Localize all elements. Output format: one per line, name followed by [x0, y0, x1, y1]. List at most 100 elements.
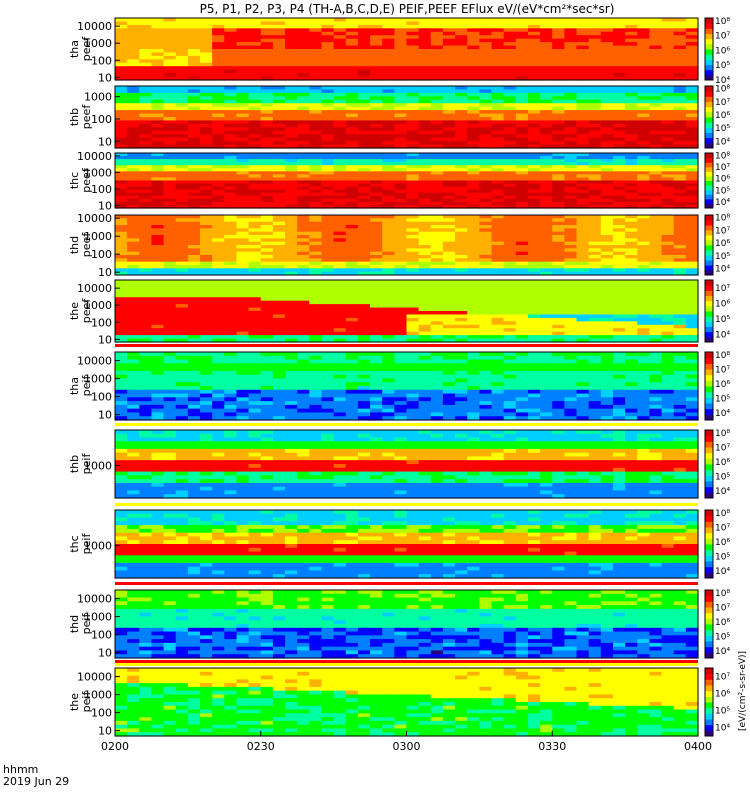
heatmap-cell — [175, 338, 189, 343]
heatmap-cell — [418, 31, 432, 36]
heatmap-cell — [200, 49, 213, 54]
heatmap-cell — [309, 192, 323, 197]
heatmap-cell — [685, 248, 699, 253]
heatmap-cell — [248, 290, 262, 295]
heatmap-cell — [345, 374, 359, 380]
heatmap-cell — [236, 404, 250, 410]
heatmap-cell — [491, 159, 505, 163]
heatmap-cell — [212, 261, 225, 266]
heatmap-cell — [527, 265, 541, 269]
heatmap-cell — [455, 49, 468, 54]
heatmap-cell — [115, 73, 128, 78]
heatmap-cell — [430, 324, 444, 329]
heatmap-cell — [248, 404, 262, 410]
heatmap-cell — [321, 21, 335, 26]
colorbar-swatch — [705, 282, 713, 286]
heatmap-cell — [236, 271, 250, 276]
heatmap-cell — [552, 314, 565, 319]
heatmap-cell — [115, 412, 128, 417]
heatmap-cell — [297, 92, 310, 97]
heatmap-cell — [187, 397, 201, 402]
heatmap-cell — [515, 156, 529, 160]
heatmap-cell — [455, 45, 468, 50]
heatmap-cell — [163, 311, 177, 316]
heatmap-cell — [236, 156, 250, 160]
heatmap-cell — [175, 215, 189, 219]
heatmap-cell — [673, 328, 687, 333]
heatmap-cell — [163, 117, 177, 122]
heatmap-cell — [333, 363, 347, 368]
heatmap-cell — [260, 271, 274, 276]
heatmap-cell — [503, 130, 517, 135]
heatmap-cell — [503, 189, 517, 194]
heatmap-cell — [661, 113, 675, 118]
heatmap-cell — [382, 127, 395, 132]
heatmap-cell — [673, 192, 687, 197]
heatmap-cell — [212, 120, 225, 125]
heatmap-cell — [442, 96, 456, 101]
heatmap-cell — [600, 99, 614, 104]
heatmap-cell — [139, 338, 153, 343]
heatmap-cell — [515, 21, 529, 26]
heatmap-cell — [175, 92, 189, 97]
heatmap-cell — [418, 355, 432, 361]
heatmap-cell — [285, 304, 298, 309]
heatmap-cell — [127, 49, 140, 54]
heatmap-cell — [491, 225, 505, 229]
heatmap-cell — [175, 134, 189, 139]
heatmap-cell — [552, 106, 565, 111]
colorbar-swatch — [705, 106, 713, 110]
heatmap-cell — [503, 251, 517, 256]
heatmap-cell — [394, 265, 408, 269]
heatmap-cell — [527, 198, 541, 203]
heatmap-cell — [661, 59, 675, 64]
heatmap-cell — [430, 180, 444, 185]
heatmap-cell — [600, 113, 614, 118]
heatmap-cell — [455, 180, 468, 185]
heatmap-cell — [394, 198, 408, 203]
heatmap-cell — [625, 297, 638, 302]
heatmap-cell — [151, 265, 165, 269]
heatmap-cell — [382, 235, 395, 239]
heatmap-cell — [491, 103, 505, 108]
heatmap-cell — [661, 195, 675, 200]
heatmap-cell — [503, 165, 517, 169]
heatmap-cell — [357, 286, 371, 291]
heatmap-cell — [309, 245, 323, 249]
heatmap-cell — [442, 106, 456, 111]
heatmap-cell — [552, 69, 565, 74]
heatmap-cell — [200, 156, 213, 160]
heatmap-cell — [455, 130, 468, 135]
panel-probe-label: tha — [68, 40, 81, 58]
heatmap-cell — [370, 103, 383, 108]
heatmap-cell — [576, 69, 590, 74]
heatmap-cell — [467, 265, 480, 269]
heatmap-cell — [248, 55, 262, 60]
heatmap-cell — [333, 331, 347, 336]
heatmap-cell — [382, 42, 395, 47]
heatmap-cell — [479, 120, 493, 125]
heatmap-cell — [649, 261, 663, 266]
colorbar-swatch — [705, 119, 713, 123]
heatmap-cell — [321, 31, 335, 36]
heatmap-cell — [175, 127, 189, 132]
heatmap-cell — [442, 69, 456, 74]
heatmap-cell — [394, 382, 408, 387]
heatmap-cell — [637, 195, 651, 200]
heatmap-cell — [661, 300, 675, 305]
heatmap-cell — [175, 195, 189, 200]
heatmap-cell — [406, 297, 420, 302]
heatmap-cell — [272, 363, 286, 368]
heatmap-cell — [442, 153, 456, 157]
colorbar-swatch — [705, 153, 713, 156]
heatmap-cell — [333, 221, 347, 226]
heatmap-cell — [127, 103, 140, 108]
heatmap-cell — [491, 290, 505, 295]
heatmap-cell — [200, 370, 213, 376]
heatmap-cell — [163, 363, 177, 368]
heatmap-cell — [503, 311, 517, 316]
heatmap-cell — [333, 42, 347, 47]
heatmap-cell — [200, 248, 213, 253]
heatmap-cell — [503, 183, 517, 188]
